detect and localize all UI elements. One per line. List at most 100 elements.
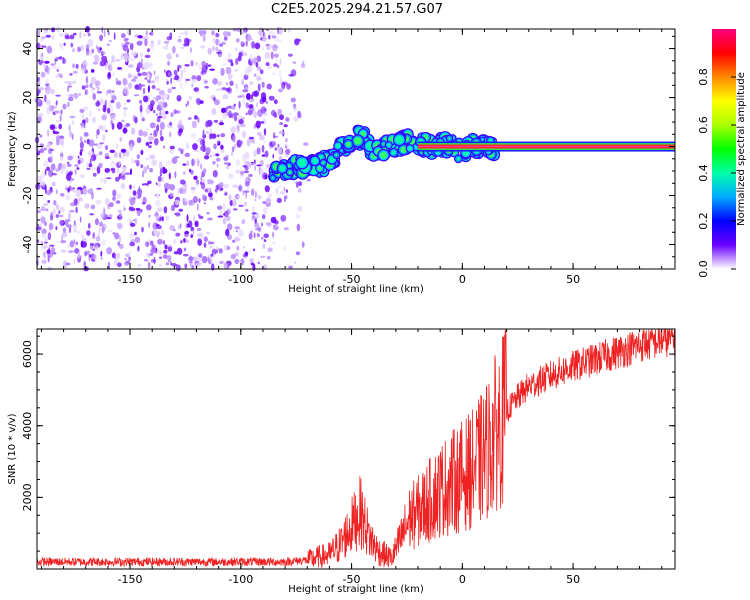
noise-speckle (50, 154, 54, 162)
signal-blob-core (335, 144, 340, 148)
noise-speckle (201, 60, 206, 67)
noise-speckle (95, 199, 102, 205)
noise-speckle (87, 188, 94, 195)
noise-speckle (85, 48, 90, 56)
noise-speckle (279, 122, 283, 126)
noise-speckle (126, 219, 133, 222)
noise-speckle (102, 206, 106, 214)
noise-speckle (115, 200, 121, 204)
noise-speckle (230, 62, 234, 67)
noise-speckle (155, 125, 159, 131)
noise-speckle (248, 250, 251, 255)
noise-speckle (40, 216, 46, 224)
noise-speckle (218, 248, 223, 254)
noise-speckle (38, 87, 45, 91)
noise-speckle (184, 37, 189, 45)
noise-speckle (107, 107, 111, 114)
noise-speckle (123, 86, 129, 95)
noise-speckle (228, 52, 231, 59)
noise-speckle (89, 158, 92, 165)
noise-speckle (249, 258, 254, 264)
noise-speckle (192, 143, 198, 151)
noise-speckle (187, 223, 190, 228)
noise-speckle (101, 106, 104, 109)
noise-speckle (121, 33, 126, 39)
noise-speckle (160, 136, 164, 142)
noise-speckle (190, 60, 194, 67)
noise-speckle (112, 72, 115, 77)
noise-speckle (169, 145, 175, 150)
noise-speckle (122, 204, 125, 210)
noise-speckle (143, 61, 149, 70)
noise-speckle (157, 39, 161, 45)
noise-speckle (266, 255, 271, 260)
noise-speckle (162, 254, 168, 259)
noise-speckle (163, 249, 168, 254)
noise-speckle (204, 85, 209, 89)
noise-speckle (257, 131, 262, 136)
noise-speckle (148, 214, 151, 218)
noise-speckle (157, 182, 161, 188)
noise-speckle (128, 250, 131, 256)
noise-speckle (72, 80, 77, 84)
noise-speckle (48, 83, 51, 91)
noise-speckle (143, 95, 149, 103)
noise-speckle (79, 31, 82, 39)
noise-speckle (200, 145, 204, 151)
noise-speckle (125, 123, 131, 127)
noise-speckle (155, 95, 162, 101)
noise-speckle (148, 136, 154, 141)
noise-speckle (246, 93, 251, 100)
noise-speckle (200, 163, 203, 170)
noise-speckle (94, 54, 100, 63)
noise-speckle (76, 167, 80, 170)
x-tick-label: 0 (459, 273, 466, 286)
noise-speckle (117, 241, 120, 246)
noise-speckle (163, 182, 170, 189)
noise-speckle (123, 52, 129, 60)
noise-speckle (59, 114, 62, 122)
noise-speckle (63, 42, 66, 46)
noise-speckle (100, 212, 105, 219)
noise-speckle (237, 195, 241, 199)
noise-speckle (108, 40, 113, 42)
noise-speckle (171, 157, 178, 164)
noise-speckle (233, 197, 236, 203)
noise-speckle (55, 189, 58, 195)
noise-speckle (185, 240, 189, 244)
noise-speckle (88, 163, 93, 168)
noise-speckle (246, 138, 251, 147)
noise-speckle (255, 190, 257, 199)
noise-speckle (91, 87, 94, 95)
noise-speckle (214, 99, 217, 102)
noise-speckle (169, 225, 176, 231)
noise-speckle (202, 129, 205, 137)
noise-speckle (297, 181, 303, 187)
noise-speckle (253, 110, 257, 119)
noise-speckle (223, 262, 228, 270)
noise-speckle (178, 35, 181, 38)
noise-speckle (54, 58, 58, 62)
noise-speckle (252, 248, 256, 252)
noise-speckle (59, 56, 63, 60)
noise-speckle (84, 89, 87, 96)
noise-speckle (62, 103, 67, 110)
noise-speckle (295, 181, 299, 188)
noise-speckle (220, 133, 226, 138)
noise-speckle (273, 100, 277, 103)
noise-speckle (72, 63, 76, 69)
noise-speckle (212, 170, 218, 178)
colorbar-label: Normalized spectral amplitude (736, 72, 747, 226)
noise-speckle (202, 34, 206, 42)
noise-speckle (238, 101, 241, 109)
noise-speckle (99, 142, 105, 145)
noise-speckle (301, 241, 305, 248)
noise-speckle (201, 256, 208, 264)
noise-speckle (61, 46, 64, 51)
signal-blob-core (408, 146, 412, 151)
noise-speckle (87, 32, 91, 37)
noise-speckle (103, 112, 109, 116)
noise-speckle (122, 109, 127, 118)
noise-speckle (209, 196, 214, 201)
noise-speckle (125, 253, 130, 258)
